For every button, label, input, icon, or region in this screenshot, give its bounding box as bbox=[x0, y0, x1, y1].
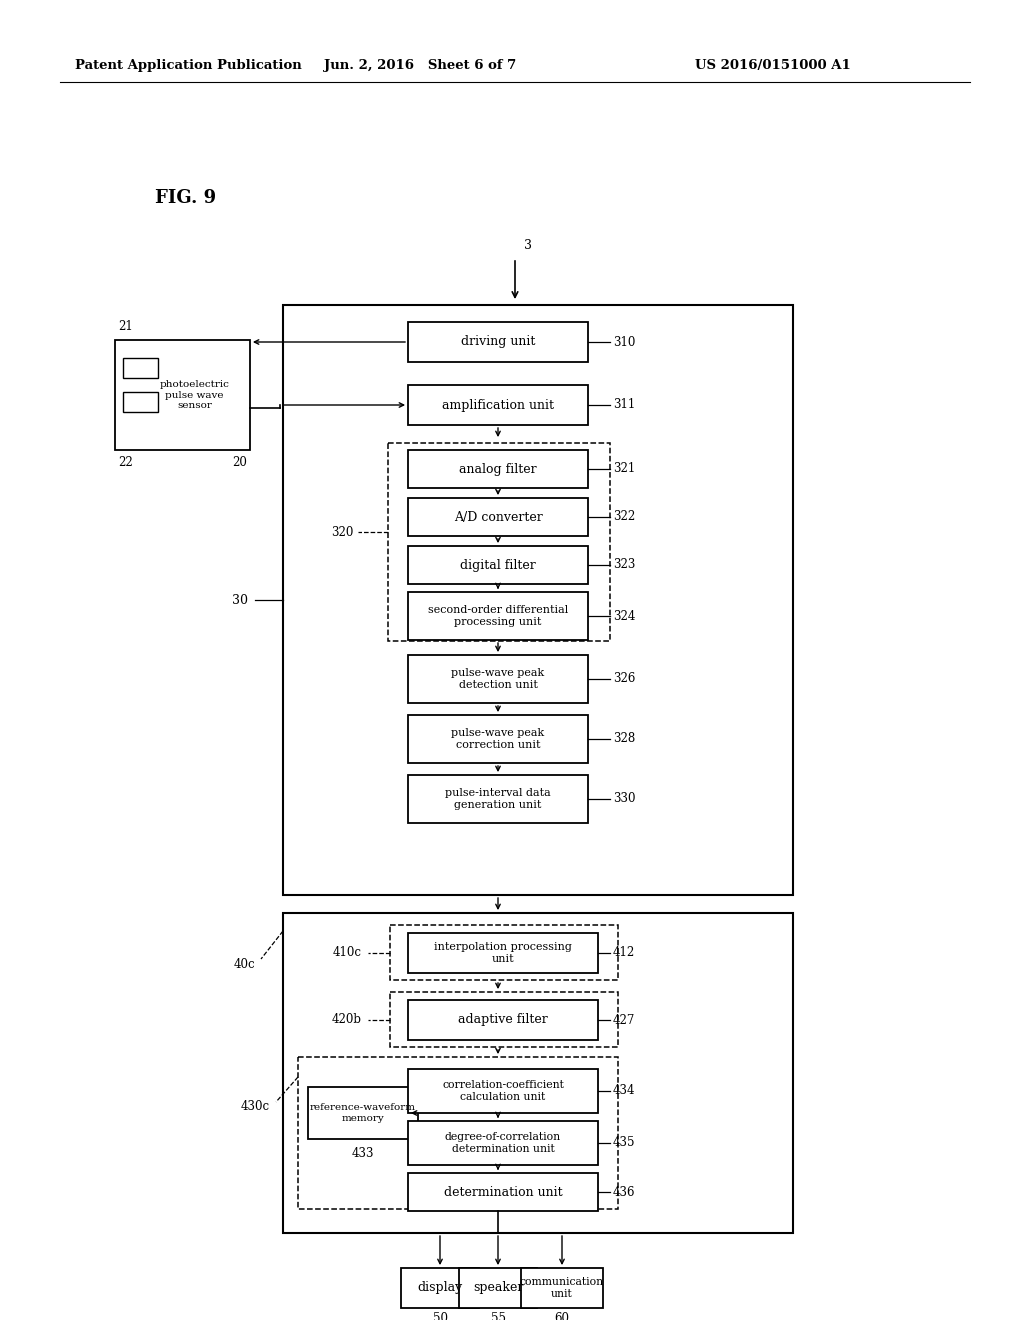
Text: communication
unit: communication unit bbox=[520, 1278, 604, 1299]
Bar bbox=[459, 1269, 537, 1308]
Text: 427: 427 bbox=[613, 1014, 635, 1027]
Text: Jun. 2, 2016   Sheet 6 of 7: Jun. 2, 2016 Sheet 6 of 7 bbox=[324, 58, 516, 71]
Bar bbox=[408, 1121, 598, 1166]
Text: 433: 433 bbox=[352, 1147, 374, 1160]
Text: 436: 436 bbox=[613, 1185, 636, 1199]
Bar bbox=[408, 498, 588, 536]
Text: correlation-coefficient
calculation unit: correlation-coefficient calculation unit bbox=[442, 1080, 564, 1102]
Bar bbox=[115, 341, 250, 450]
Text: degree-of-correlation
determination unit: degree-of-correlation determination unit bbox=[445, 1133, 561, 1154]
Bar bbox=[408, 450, 588, 488]
Text: 420b: 420b bbox=[332, 1012, 362, 1026]
Text: 320: 320 bbox=[331, 525, 353, 539]
Text: pulse-interval data
generation unit: pulse-interval data generation unit bbox=[445, 788, 551, 809]
Bar bbox=[408, 385, 588, 425]
Bar bbox=[408, 1173, 598, 1210]
Bar bbox=[408, 655, 588, 704]
Text: US 2016/0151000 A1: US 2016/0151000 A1 bbox=[695, 58, 851, 71]
Bar bbox=[298, 1057, 618, 1209]
Bar bbox=[123, 392, 158, 412]
Text: interpolation processing
unit: interpolation processing unit bbox=[434, 942, 572, 964]
Text: FIG. 9: FIG. 9 bbox=[155, 189, 216, 207]
Bar bbox=[123, 358, 158, 378]
Bar bbox=[408, 1069, 598, 1113]
Bar bbox=[408, 715, 588, 763]
Text: driving unit: driving unit bbox=[461, 335, 536, 348]
Text: 30: 30 bbox=[232, 594, 248, 606]
Text: 330: 330 bbox=[613, 792, 636, 805]
Text: analog filter: analog filter bbox=[459, 462, 537, 475]
Text: digital filter: digital filter bbox=[460, 558, 536, 572]
Text: A/D converter: A/D converter bbox=[454, 511, 543, 524]
Text: pulse-wave peak
correction unit: pulse-wave peak correction unit bbox=[452, 729, 545, 750]
Bar bbox=[401, 1269, 479, 1308]
Bar bbox=[390, 993, 618, 1047]
Text: 434: 434 bbox=[613, 1085, 636, 1097]
Text: 324: 324 bbox=[613, 610, 635, 623]
Text: 60: 60 bbox=[555, 1312, 569, 1320]
Text: 322: 322 bbox=[613, 511, 635, 524]
Text: 310: 310 bbox=[613, 335, 635, 348]
Text: Patent Application Publication: Patent Application Publication bbox=[75, 58, 302, 71]
Text: determination unit: determination unit bbox=[443, 1185, 562, 1199]
Bar bbox=[283, 305, 793, 895]
Bar bbox=[408, 591, 588, 640]
Text: 55: 55 bbox=[490, 1312, 506, 1320]
Bar bbox=[408, 775, 588, 822]
Text: 328: 328 bbox=[613, 733, 635, 746]
Text: photoelectric
pulse wave
sensor: photoelectric pulse wave sensor bbox=[160, 380, 229, 411]
Text: pulse-wave peak
detection unit: pulse-wave peak detection unit bbox=[452, 668, 545, 690]
Text: 410c: 410c bbox=[333, 946, 362, 960]
Bar bbox=[408, 322, 588, 362]
Bar bbox=[308, 1086, 418, 1139]
Bar bbox=[408, 546, 588, 583]
Text: 311: 311 bbox=[613, 399, 635, 412]
Text: 412: 412 bbox=[613, 946, 635, 960]
Text: display: display bbox=[418, 1282, 463, 1295]
Text: 21: 21 bbox=[118, 319, 133, 333]
Bar bbox=[283, 913, 793, 1233]
Bar bbox=[388, 444, 610, 642]
Text: 326: 326 bbox=[613, 672, 635, 685]
Text: 321: 321 bbox=[613, 462, 635, 475]
Bar bbox=[390, 925, 618, 979]
Bar bbox=[408, 933, 598, 973]
Text: speaker: speaker bbox=[473, 1282, 523, 1295]
Text: 323: 323 bbox=[613, 558, 635, 572]
Text: 40c: 40c bbox=[233, 958, 255, 972]
Text: second-order differential
processing unit: second-order differential processing uni… bbox=[428, 605, 568, 627]
Text: 22: 22 bbox=[118, 455, 133, 469]
Text: 435: 435 bbox=[613, 1137, 636, 1150]
Bar bbox=[408, 1001, 598, 1040]
Text: reference-waveform
memory: reference-waveform memory bbox=[310, 1104, 416, 1123]
Text: amplification unit: amplification unit bbox=[442, 399, 554, 412]
Text: 3: 3 bbox=[524, 239, 532, 252]
Text: adaptive filter: adaptive filter bbox=[458, 1014, 548, 1027]
Text: 50: 50 bbox=[432, 1312, 447, 1320]
Text: 430c: 430c bbox=[241, 1101, 270, 1114]
Text: 20: 20 bbox=[232, 455, 248, 469]
Bar bbox=[521, 1269, 603, 1308]
